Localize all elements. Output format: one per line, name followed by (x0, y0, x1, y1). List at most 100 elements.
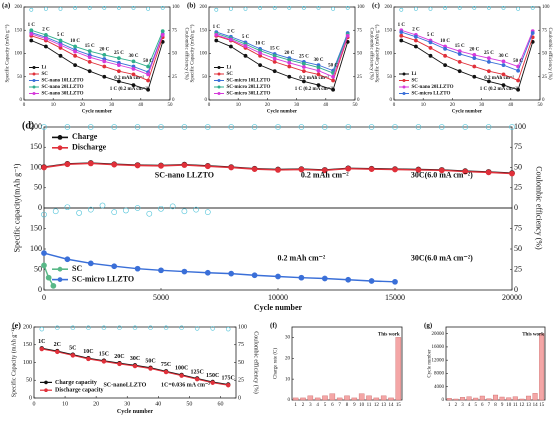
x-tick-label: 0 (208, 103, 211, 108)
x-tick-label: 20 (265, 103, 271, 108)
point (52, 208, 59, 215)
panel-label: (f) (270, 322, 278, 330)
rate-label: 20C (114, 354, 124, 360)
point (316, 65, 321, 70)
point (181, 124, 188, 130)
point (204, 209, 211, 215)
point (146, 64, 151, 69)
rate-label: 5 C (242, 35, 250, 40)
y2-axis-label: Coulombic efficiency (%) (183, 27, 188, 79)
point (111, 161, 118, 168)
point (41, 124, 47, 130)
point (226, 326, 231, 332)
point (345, 33, 350, 38)
point (117, 361, 122, 367)
point (148, 366, 153, 371)
point (87, 59, 92, 64)
x-tick-label: 40 (323, 103, 329, 108)
point (169, 203, 176, 210)
point (134, 205, 141, 211)
y-tick-label: 150 (30, 223, 42, 232)
rate-label: 50 C (143, 59, 153, 64)
y2-tick-label: 50 (357, 52, 363, 57)
bar (380, 395, 387, 401)
point (413, 6, 418, 11)
legend-marker (32, 92, 36, 95)
point (73, 53, 78, 58)
legend-label: Li (227, 66, 232, 71)
point (486, 69, 491, 74)
point (298, 124, 305, 130)
point (160, 6, 165, 10)
x-tick-label: 4 (316, 403, 319, 408)
point (45, 274, 52, 281)
point (243, 53, 248, 58)
point (399, 7, 404, 12)
rate-label: 175C (222, 375, 235, 381)
bar (351, 397, 358, 401)
x-tick-label: 9 (353, 403, 356, 408)
point (486, 6, 491, 10)
x-tick-label: 1 (448, 403, 451, 408)
point (117, 6, 121, 10)
point (73, 6, 78, 10)
legend-label: SC (42, 72, 49, 77)
point (146, 6, 151, 11)
point (29, 28, 34, 33)
series-line (43, 252, 396, 283)
point (87, 124, 94, 130)
series-line (216, 40, 349, 91)
bar (292, 397, 299, 401)
point (131, 6, 136, 10)
point (226, 382, 231, 388)
point (258, 63, 263, 68)
x-tick-label: 4 (468, 403, 471, 408)
rate-label: 5 C (57, 33, 65, 38)
point (331, 87, 336, 92)
point (331, 6, 336, 11)
point (29, 38, 34, 43)
y2-tick-label: 50 (514, 244, 522, 253)
y-tick-label: 150 (15, 28, 23, 33)
x-tick-label: 40 (508, 103, 514, 108)
annotation: 0.2 mAh cm⁻² (299, 75, 329, 81)
point (301, 79, 306, 84)
bar (479, 395, 485, 401)
x-axis-label: Cycle number (117, 409, 153, 415)
point (368, 278, 375, 284)
point (272, 69, 277, 74)
y-tick-label: 16000 (432, 345, 445, 350)
point (345, 6, 350, 10)
point (443, 53, 448, 58)
x-tick-label: 30 (124, 401, 130, 407)
x-tick-label: 9 (501, 403, 504, 408)
bar (373, 397, 380, 401)
annotation: This work (378, 332, 400, 337)
x-tick-label: 7 (488, 403, 491, 408)
rate-label: 20 C (99, 48, 109, 53)
point (501, 72, 506, 77)
point (64, 204, 71, 211)
point (204, 269, 211, 276)
plot-frame (291, 326, 403, 401)
rate-label: 10 C (70, 39, 80, 44)
point (87, 69, 92, 74)
y-tick-label: 200 (200, 5, 208, 10)
point (117, 79, 121, 84)
x-tick-label: 7 (338, 403, 341, 408)
point (117, 69, 121, 74)
y2-tick-label: 100 (172, 5, 180, 10)
y-tick-label: 50 (34, 264, 42, 273)
y-tick-label: 12000 (432, 358, 445, 363)
point (204, 124, 211, 130)
point (228, 124, 235, 130)
series-line (216, 33, 349, 74)
point (501, 59, 506, 64)
x-tick-label: 30 (294, 103, 300, 108)
point (287, 64, 292, 69)
y2-tick-label: 0 (514, 203, 518, 212)
x-tick-label: 30 (479, 103, 485, 108)
point (316, 72, 321, 77)
series-line (31, 35, 164, 82)
point (148, 325, 153, 330)
